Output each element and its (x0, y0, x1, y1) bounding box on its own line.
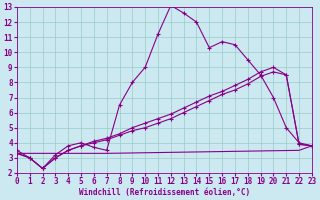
X-axis label: Windchill (Refroidissement éolien,°C): Windchill (Refroidissement éolien,°C) (79, 188, 250, 197)
